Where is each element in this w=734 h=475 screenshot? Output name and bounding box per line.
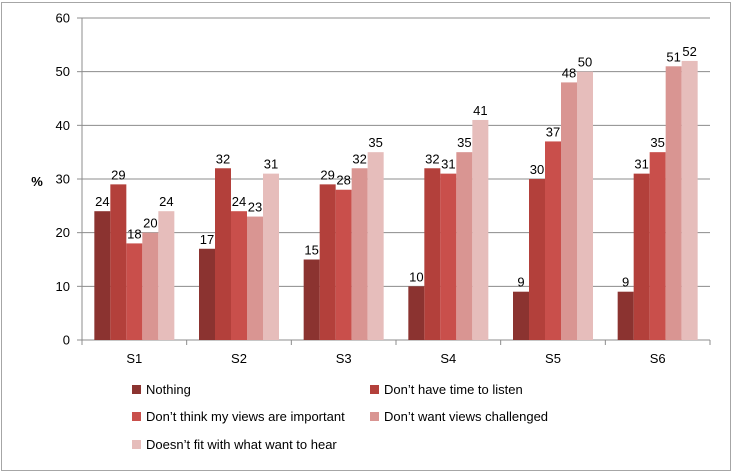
data-label: 18: [127, 226, 141, 241]
bar: [367, 152, 384, 340]
x-tick-label: S6: [650, 351, 666, 366]
y-axis-label: %: [31, 174, 43, 189]
legend-item: Nothing: [132, 382, 191, 397]
x-tick-label: S5: [545, 351, 561, 366]
y-tick-label: 0: [63, 333, 70, 348]
legend-item: Doesn’t fit with what want to hear: [132, 437, 337, 452]
data-label: 35: [368, 135, 382, 150]
bar: [424, 168, 441, 340]
legend-label: Don’t think my views are important: [146, 409, 345, 424]
data-label: 24: [95, 194, 109, 209]
data-label: 51: [666, 49, 680, 64]
data-label: 29: [320, 167, 334, 182]
bar: [665, 66, 682, 341]
data-label: 32: [425, 151, 439, 166]
x-tick-label: S2: [231, 351, 247, 366]
data-label: 32: [216, 151, 230, 166]
bar: [94, 211, 111, 340]
bar: [408, 286, 425, 340]
data-label: 28: [336, 173, 350, 188]
bar: [158, 211, 175, 340]
y-tick-label: 50: [56, 64, 70, 79]
legend: Nothing Don’t have time to listen Don’t th…: [132, 382, 548, 452]
legend-swatch: [132, 440, 141, 449]
bar: [303, 259, 320, 340]
data-label: 48: [562, 65, 576, 80]
data-label: 9: [622, 275, 629, 290]
data-label: 31: [441, 157, 455, 172]
bar: [617, 291, 634, 340]
x-tick-label: S3: [336, 351, 352, 366]
bar: [215, 168, 231, 340]
bar: [513, 291, 529, 340]
bar: [263, 173, 279, 340]
data-label: 9: [517, 275, 524, 290]
x-tick-label: S4: [440, 351, 456, 366]
bar: [335, 189, 352, 340]
gridlines: [82, 17, 710, 287]
axes: 0 10 20 30 40 50 60% S1 S2 S3 S4 S5 S6: [31, 11, 711, 366]
data-label: 23: [248, 200, 262, 215]
bar: [529, 179, 545, 340]
bar: [561, 82, 577, 341]
legend-item: Don’t have time to listen: [370, 382, 523, 397]
data-label: 30: [530, 162, 544, 177]
data-label: 17: [200, 232, 214, 247]
legend-swatch: [132, 385, 141, 394]
data-label: 50: [578, 55, 592, 70]
y-tick-label: 30: [56, 172, 70, 187]
y-tick-label: 60: [56, 11, 70, 26]
data-label: 24: [159, 194, 173, 209]
data-label: 15: [304, 243, 318, 258]
data-label: 52: [682, 44, 696, 59]
data-label: 35: [650, 135, 664, 150]
bar: [231, 211, 247, 340]
data-label: 31: [264, 157, 278, 172]
bar: [199, 248, 215, 340]
data-label: 10: [409, 269, 423, 284]
legend-item: Don’t think my views are important: [132, 409, 345, 424]
bar: [681, 60, 698, 340]
bar: [351, 168, 368, 340]
data-label: 37: [546, 124, 560, 139]
bar: [649, 152, 666, 340]
data-label: 41: [473, 103, 487, 118]
legend-swatch: [370, 385, 379, 394]
data-label: 31: [634, 157, 648, 172]
data-label: 29: [111, 167, 125, 182]
bar: [472, 119, 489, 340]
data-label: 24: [232, 194, 246, 209]
y-tick-label: 20: [56, 225, 70, 240]
legend-label: Doesn’t fit with what want to hear: [146, 437, 337, 452]
legend-label: Don’t want views challenged: [384, 409, 548, 424]
bar: [633, 173, 650, 340]
bar: [577, 71, 593, 341]
y-tick-label: 40: [56, 118, 70, 133]
bar: [110, 184, 127, 340]
legend-label: Don’t have time to listen: [384, 382, 523, 397]
data-label: 32: [352, 151, 366, 166]
bars: [94, 60, 698, 341]
legend-swatch: [132, 412, 141, 421]
bar: [456, 152, 473, 340]
y-tick-label: 10: [56, 279, 70, 294]
legend-swatch: [370, 412, 379, 421]
bar: [142, 232, 159, 340]
data-label: 20: [143, 216, 157, 231]
bar: [545, 141, 561, 340]
bar: [126, 243, 143, 340]
bar: [440, 173, 457, 340]
legend-label: Nothing: [146, 382, 191, 397]
data-label: 35: [457, 135, 471, 150]
bar: [319, 184, 336, 340]
legend-item: Don’t want views challenged: [370, 409, 548, 424]
bar: [247, 216, 263, 340]
x-tick-label: S1: [126, 351, 142, 366]
